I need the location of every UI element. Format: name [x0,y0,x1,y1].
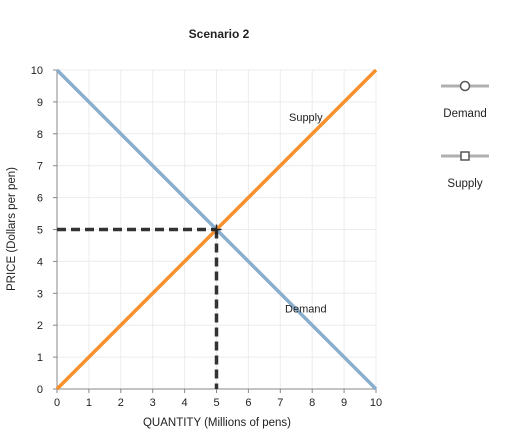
x-tick-label: 9 [341,397,347,409]
annotation-supply: Supply [289,112,323,124]
x-tick-label: 7 [277,397,283,409]
x-tick-label: 10 [370,397,382,409]
legend-item-demand[interactable]: Demand [430,78,500,148]
x-tick-label: 4 [182,397,188,409]
y-axis-title: PRICE (Dollars per pen) [6,167,18,291]
annotations: Supply Demand [285,112,327,315]
y-tick-label: 5 [37,225,43,237]
y-tick-label: 1 [37,352,43,364]
y-tick-label: 0 [37,384,43,396]
grid [57,69,377,389]
x-tick-label: 0 [54,397,60,409]
chart-title: Scenario 2 [189,27,250,41]
x-tick-label: 2 [118,397,124,409]
legend-label-supply: Supply [447,178,483,190]
x-tick-label: 8 [309,397,315,409]
equilibrium-lines [57,224,222,389]
y-tick-label: 2 [37,320,43,332]
y-tick-label: 3 [37,288,43,300]
x-tick-label: 1 [86,397,92,409]
annotation-demand: Demand [285,303,327,315]
square-marker-icon [441,151,489,161]
x-tick-label: 3 [150,397,156,409]
y-tick-label: 4 [37,256,43,268]
y-tick-label: 8 [37,129,43,141]
y-tick-label: 9 [37,97,43,109]
y-tick-label: 7 [37,161,43,173]
legend-label-demand: Demand [443,108,487,120]
x-tick-label: 5 [213,397,219,409]
legend: Demand Supply [430,78,500,218]
x-tick-label: 6 [245,397,251,409]
circle-marker-icon [441,80,489,92]
tick-labels: 0 1 2 3 4 5 6 7 8 9 10 0 1 2 3 4 5 6 7 8 9 10 [31,65,382,409]
y-tick-label: 6 [37,193,43,205]
legend-item-supply[interactable]: Supply [430,148,500,218]
y-tick-label: 10 [31,65,43,77]
x-axis-title: QUANTITY (Millions of pens) [143,417,291,429]
